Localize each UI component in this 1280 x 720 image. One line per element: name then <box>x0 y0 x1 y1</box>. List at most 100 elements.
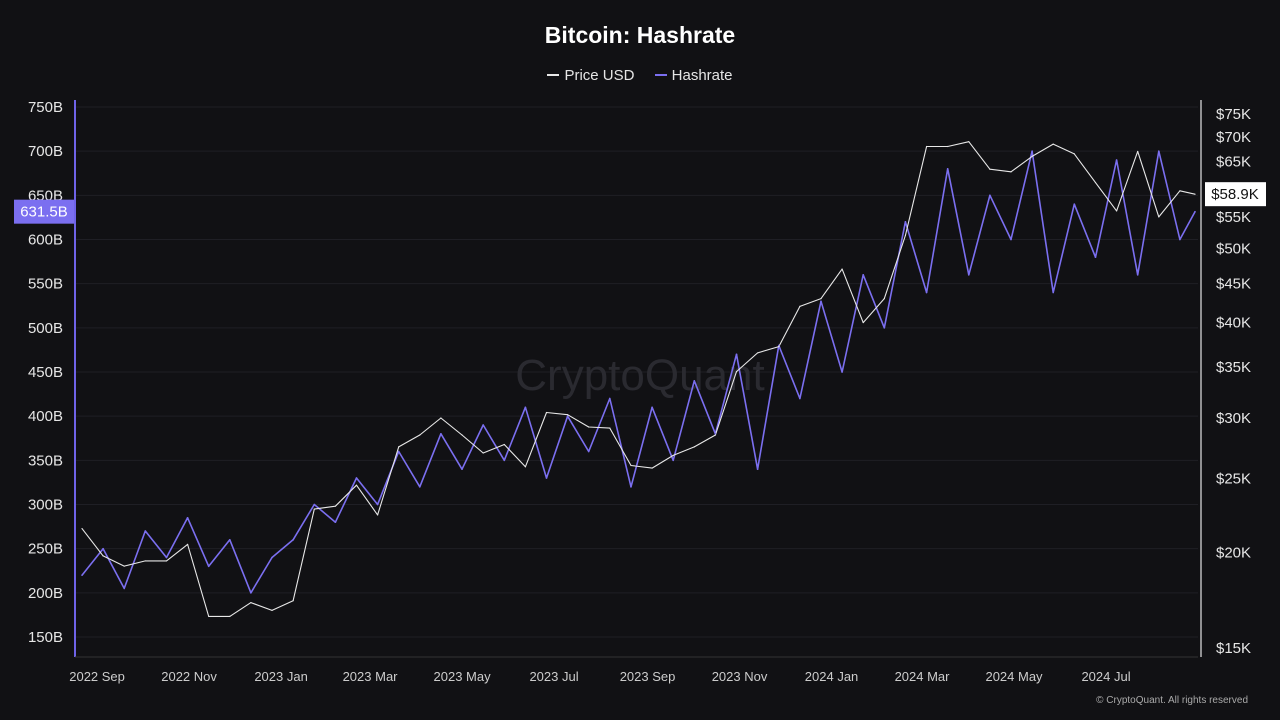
hashrate-point <box>503 459 506 462</box>
hashrate-point <box>1179 238 1181 241</box>
x-tick-label: 2024 Jan <box>805 669 859 684</box>
price-point <box>398 446 400 448</box>
y-right-tick-label: $65K <box>1216 153 1251 170</box>
x-tick-label: 2023 Sep <box>620 669 676 684</box>
price-point <box>883 297 885 300</box>
x-tick-label: 2024 Mar <box>895 669 951 684</box>
x-tick-label: 2022 Nov <box>161 669 217 684</box>
price-point <box>630 464 632 467</box>
hashrate-point <box>440 433 442 435</box>
price-point <box>165 560 168 562</box>
y-left-tick-label: 600B <box>28 232 63 249</box>
legend-item-price[interactable]: Price USD <box>547 67 634 84</box>
x-tick-label: 2024 May <box>985 669 1043 684</box>
price-point <box>524 466 526 468</box>
y-left-tick-label: 200B <box>28 585 63 602</box>
x-tick-label: 2022 Sep <box>69 669 125 684</box>
price-point <box>545 411 548 414</box>
hashrate-point <box>376 503 379 506</box>
price-point <box>588 426 590 428</box>
price-point <box>799 305 801 307</box>
hashrate-point <box>1194 210 1196 213</box>
hashrate-point <box>714 433 717 435</box>
price-point <box>862 321 864 324</box>
chart-title: Bitcoin: Hashrate <box>544 22 736 48</box>
hashrate-point <box>397 450 400 453</box>
price-point <box>250 601 252 604</box>
legend: Price USD Hashrate <box>0 63 1280 84</box>
hashrate-point <box>989 194 991 197</box>
hashrate-point <box>967 274 970 276</box>
current-price-label: $58.9K <box>1211 186 1259 203</box>
price-point <box>271 609 273 611</box>
y-right-tick-label: $55K <box>1216 209 1251 226</box>
hashrate-point <box>482 424 484 426</box>
hashrate-point <box>250 592 252 594</box>
x-tick-label: 2024 Jul <box>1081 669 1130 684</box>
price-point <box>419 434 421 436</box>
hashrate-point <box>186 516 189 519</box>
price-point <box>461 434 463 436</box>
y-right-tick-label: $70K <box>1216 129 1251 146</box>
hashrate-point <box>883 327 886 329</box>
price-point <box>651 467 653 469</box>
hashrate-point <box>756 468 759 470</box>
hashrate-point <box>735 353 738 356</box>
y-left-tick-label: 700B <box>28 143 63 160</box>
price-point <box>123 565 125 567</box>
hashrate-point <box>144 530 147 532</box>
y-left-tick-label: 450B <box>28 364 63 381</box>
legend-label-price: Price USD <box>564 66 635 84</box>
hashrate-point <box>672 459 674 462</box>
y-right-tick-label: $40K <box>1216 315 1251 332</box>
hashrate-point <box>1158 150 1160 152</box>
hashrate-point <box>545 477 548 479</box>
current-hashrate-badge <box>14 199 74 224</box>
hashrate-point <box>123 587 126 590</box>
price-point <box>989 168 991 170</box>
price-point <box>1094 181 1097 184</box>
hashrate-point <box>292 539 294 541</box>
hashrate-point <box>862 274 865 276</box>
y-right-tick-label: $30K <box>1216 410 1251 427</box>
legend-label-hashrate: Hashrate <box>671 66 733 84</box>
price-point <box>693 446 695 448</box>
price-point <box>144 560 146 562</box>
hashrate-point <box>355 477 358 479</box>
price-point <box>376 514 379 516</box>
legend-item-hashrate[interactable]: Hashrate <box>654 66 733 84</box>
price-swatch <box>547 74 560 76</box>
price-point <box>735 371 738 373</box>
hashrate-point <box>334 521 337 523</box>
y-left-tick-label: 400B <box>28 408 63 425</box>
hashrate-point <box>566 415 569 417</box>
price-point <box>820 297 822 300</box>
copyright-footer: © CryptoQuant. All rights reserved <box>1096 695 1248 706</box>
y-right-tick-label: $25K <box>1216 471 1251 488</box>
x-tick-label: 2023 Jul <box>529 669 578 684</box>
x-tick-label: 2023 Nov <box>712 669 768 684</box>
hashrate-point <box>651 406 653 409</box>
price-point <box>609 427 611 429</box>
price-point <box>1137 150 1139 153</box>
price-point <box>672 454 674 457</box>
price-point <box>1052 143 1054 145</box>
current-price-badge <box>1205 182 1266 207</box>
y-right-tick-label: $75K <box>1216 106 1251 123</box>
hashrate-point <box>228 539 231 541</box>
hashrate-point <box>1073 203 1076 205</box>
hashrate-point <box>820 300 822 303</box>
hashrate-point <box>799 397 801 400</box>
price-point <box>229 615 231 617</box>
price-point <box>1179 190 1181 192</box>
price-point <box>1031 155 1033 158</box>
y-right-tick-label: $35K <box>1216 359 1251 376</box>
price-point <box>355 484 358 486</box>
price-point <box>186 543 189 545</box>
price-point <box>778 346 780 348</box>
y-left-tick-label: 300B <box>28 497 63 514</box>
hashrate-point <box>102 547 104 550</box>
y-left-tick-label: 350B <box>28 452 63 469</box>
price-point <box>292 600 294 602</box>
watermark: CryptoQuant <box>515 351 764 400</box>
